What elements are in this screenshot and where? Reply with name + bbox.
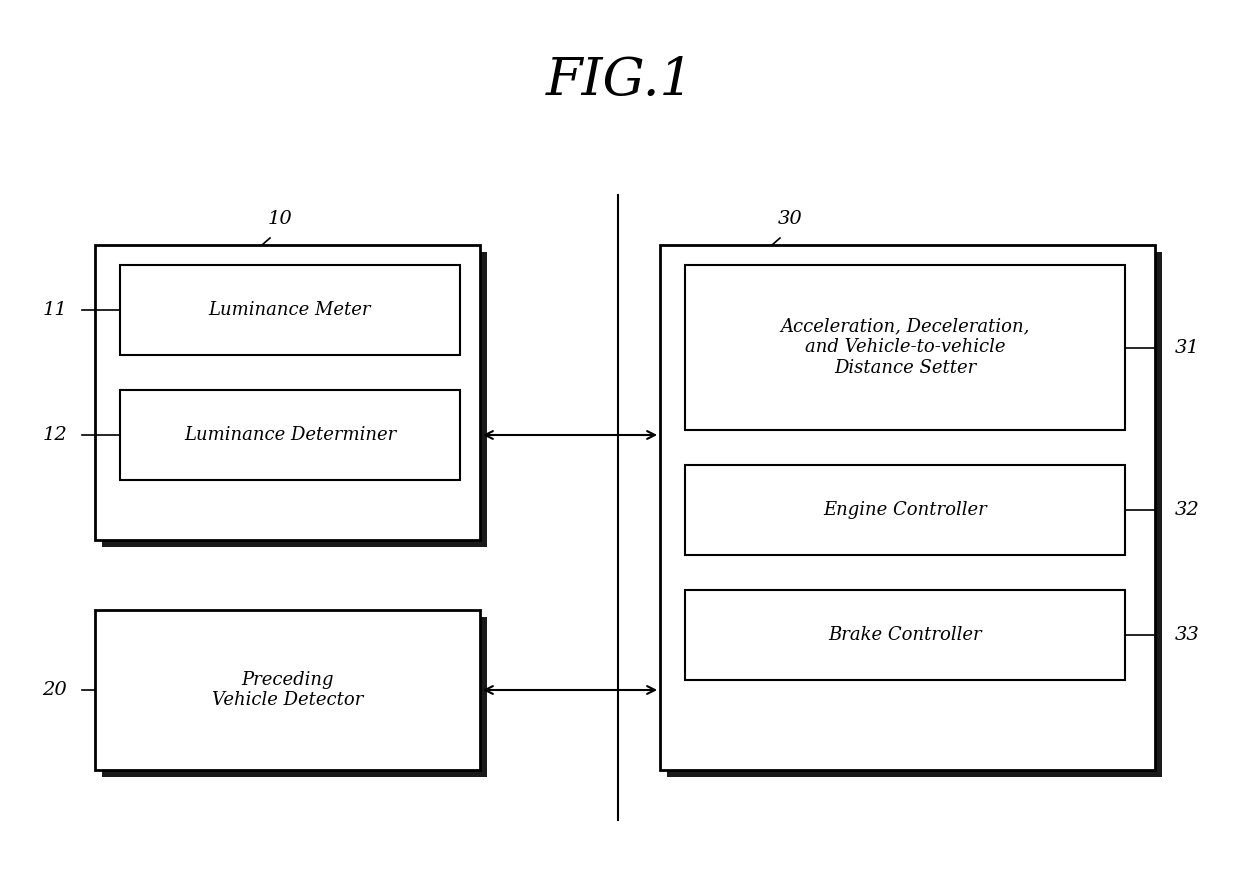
Text: Preceding
Vehicle Detector: Preceding Vehicle Detector [212, 671, 363, 710]
Bar [95, 245, 480, 540]
Text: 31: 31 [1176, 339, 1200, 357]
Bar [660, 245, 1154, 770]
Text: 11: 11 [42, 301, 67, 319]
Bar [102, 617, 487, 777]
Text: 32: 32 [1176, 501, 1200, 519]
Bar [684, 465, 1125, 555]
Text: 20: 20 [42, 681, 67, 699]
Bar [684, 590, 1125, 680]
Bar [120, 265, 460, 355]
Text: 33: 33 [1176, 626, 1200, 644]
Text: Luminance Meter: Luminance Meter [208, 301, 371, 319]
Bar [667, 252, 1162, 777]
Bar [120, 390, 460, 480]
Text: FIG.1: FIG.1 [546, 55, 694, 106]
Text: 12: 12 [42, 426, 67, 444]
Bar [684, 265, 1125, 430]
Text: 10: 10 [268, 210, 293, 228]
Text: Brake Controller: Brake Controller [828, 626, 982, 644]
Bar [95, 610, 480, 770]
Bar [102, 252, 487, 547]
Text: 30: 30 [777, 210, 802, 228]
Text: Acceleration, Deceleration,
and Vehicle-to-vehicle
Distance Setter: Acceleration, Deceleration, and Vehicle-… [780, 318, 1029, 377]
Text: Engine Controller: Engine Controller [823, 501, 987, 519]
Text: Luminance Determiner: Luminance Determiner [184, 426, 396, 444]
